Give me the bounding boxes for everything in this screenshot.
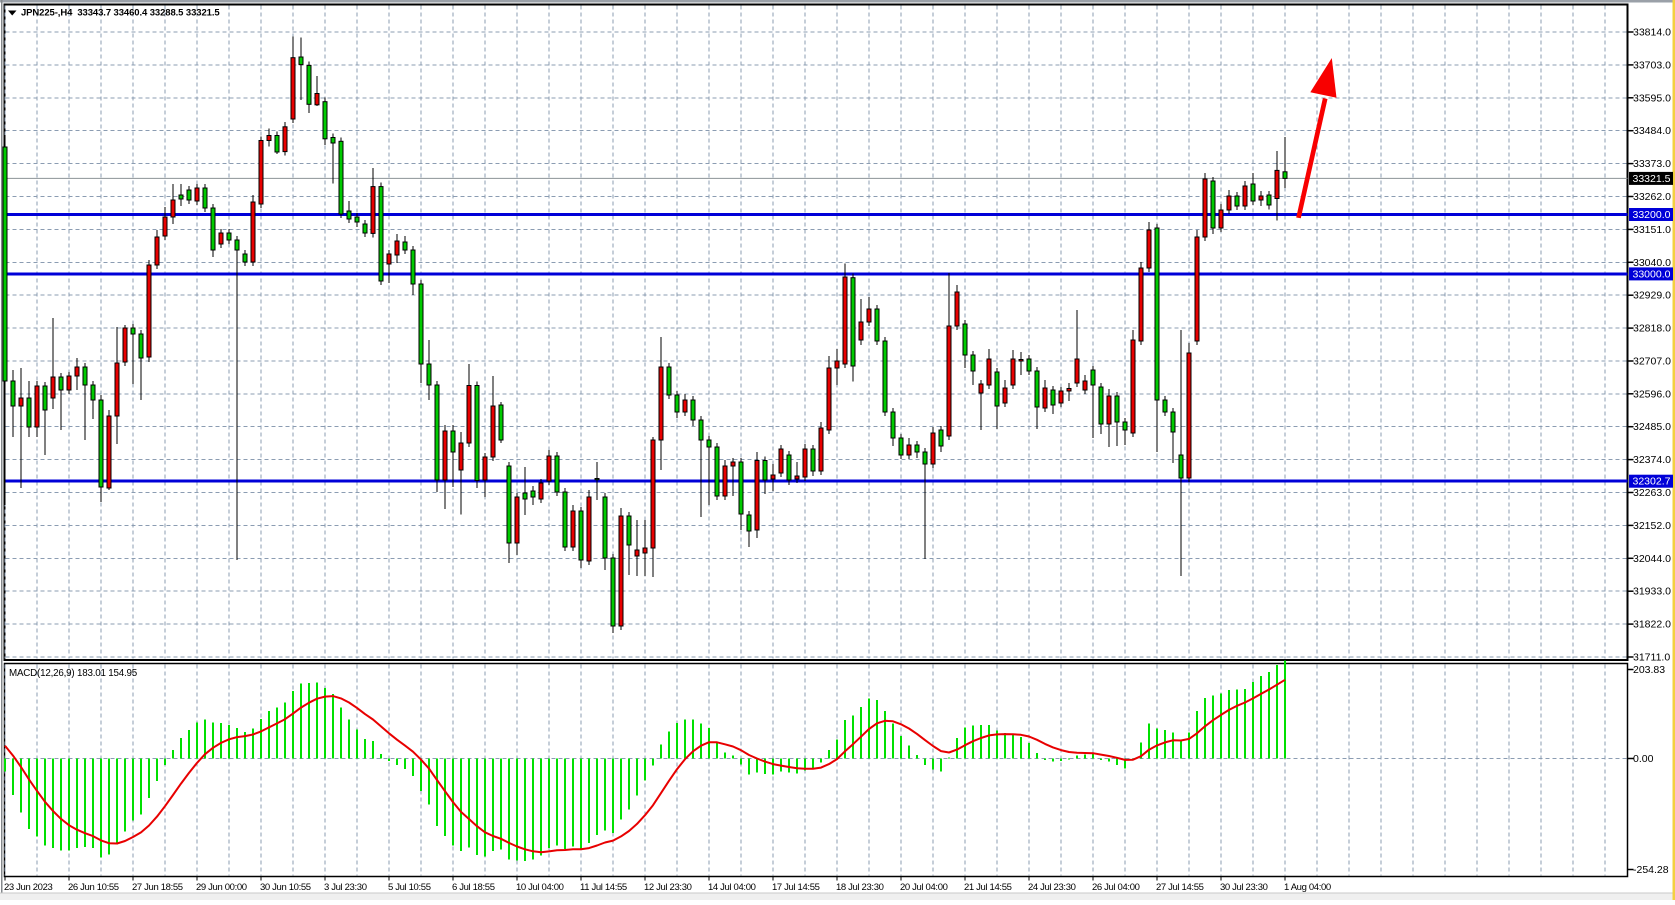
svg-text:32374.0: 32374.0 [1633,454,1671,466]
svg-text:31933.0: 31933.0 [1633,586,1671,598]
svg-text:33814.0: 33814.0 [1633,27,1671,39]
svg-text:33151.0: 33151.0 [1633,224,1671,236]
svg-text:24 Jul 23:30: 24 Jul 23:30 [1028,882,1076,893]
svg-text:30 Jun 10:55: 30 Jun 10:55 [260,882,311,893]
svg-text:12 Jul 23:30: 12 Jul 23:30 [644,882,692,893]
svg-text:3 Jul 23:30: 3 Jul 23:30 [324,882,367,893]
svg-text:32596.0: 32596.0 [1633,388,1671,400]
svg-text:32707.0: 32707.0 [1633,356,1671,368]
svg-text:10 Jul 04:00: 10 Jul 04:00 [516,882,564,893]
svg-text:6 Jul 18:55: 6 Jul 18:55 [452,882,495,893]
svg-text:11 Jul 14:55: 11 Jul 14:55 [580,882,627,893]
svg-text:17 Jul 14:55: 17 Jul 14:55 [772,882,820,893]
svg-text:33484.0: 33484.0 [1633,125,1671,137]
svg-text:30 Jul 23:30: 30 Jul 23:30 [1220,882,1268,893]
svg-text:20 Jul 04:00: 20 Jul 04:00 [900,882,948,893]
svg-text:33321.5: 33321.5 [1633,173,1671,185]
svg-text:32152.0: 32152.0 [1633,520,1671,532]
svg-text:27 Jul 14:55: 27 Jul 14:55 [1156,882,1204,893]
svg-text:33595.0: 33595.0 [1633,92,1671,104]
svg-text:31711.0: 31711.0 [1633,652,1670,664]
svg-text:33200.0: 33200.0 [1633,209,1671,221]
svg-text:-254.28: -254.28 [1633,864,1669,876]
svg-text:26 Jul 04:00: 26 Jul 04:00 [1092,882,1140,893]
svg-text:203.83: 203.83 [1633,664,1665,676]
svg-text:33040.0: 33040.0 [1633,257,1671,269]
svg-text:21 Jul 14:55: 21 Jul 14:55 [964,882,1012,893]
svg-text:32263.0: 32263.0 [1633,487,1671,499]
svg-text:27 Jun 18:55: 27 Jun 18:55 [132,882,183,893]
svg-text:32302.7: 32302.7 [1633,476,1671,488]
svg-text:33000.0: 33000.0 [1633,268,1671,280]
svg-text:MACD(12,26,9) 183.01 154.95: MACD(12,26,9) 183.01 154.95 [9,668,138,679]
svg-text:26 Jun 10:55: 26 Jun 10:55 [68,882,119,893]
svg-text:JPN225-,H4 33343.7 33460.4 33: JPN225-,H4 33343.7 33460.4 33288.5 33321… [21,8,220,19]
svg-text:0.00: 0.00 [1633,753,1654,765]
svg-text:32044.0: 32044.0 [1633,553,1671,565]
svg-text:23 Jun 2023: 23 Jun 2023 [4,882,53,893]
svg-text:32485.0: 32485.0 [1633,421,1671,433]
svg-text:33703.0: 33703.0 [1633,59,1671,71]
svg-text:5 Jul 10:55: 5 Jul 10:55 [388,882,431,893]
svg-text:1 Aug 04:00: 1 Aug 04:00 [1284,882,1331,893]
svg-text:32818.0: 32818.0 [1633,323,1671,335]
svg-text:29 Jun 00:00: 29 Jun 00:00 [196,882,247,893]
svg-text:33373.0: 33373.0 [1633,158,1671,170]
svg-text:33262.0: 33262.0 [1633,191,1671,203]
svg-text:31822.0: 31822.0 [1633,619,1671,631]
svg-text:14 Jul 04:00: 14 Jul 04:00 [708,882,756,893]
svg-text:32929.0: 32929.0 [1633,290,1671,302]
svg-text:18 Jul 23:30: 18 Jul 23:30 [836,882,884,893]
